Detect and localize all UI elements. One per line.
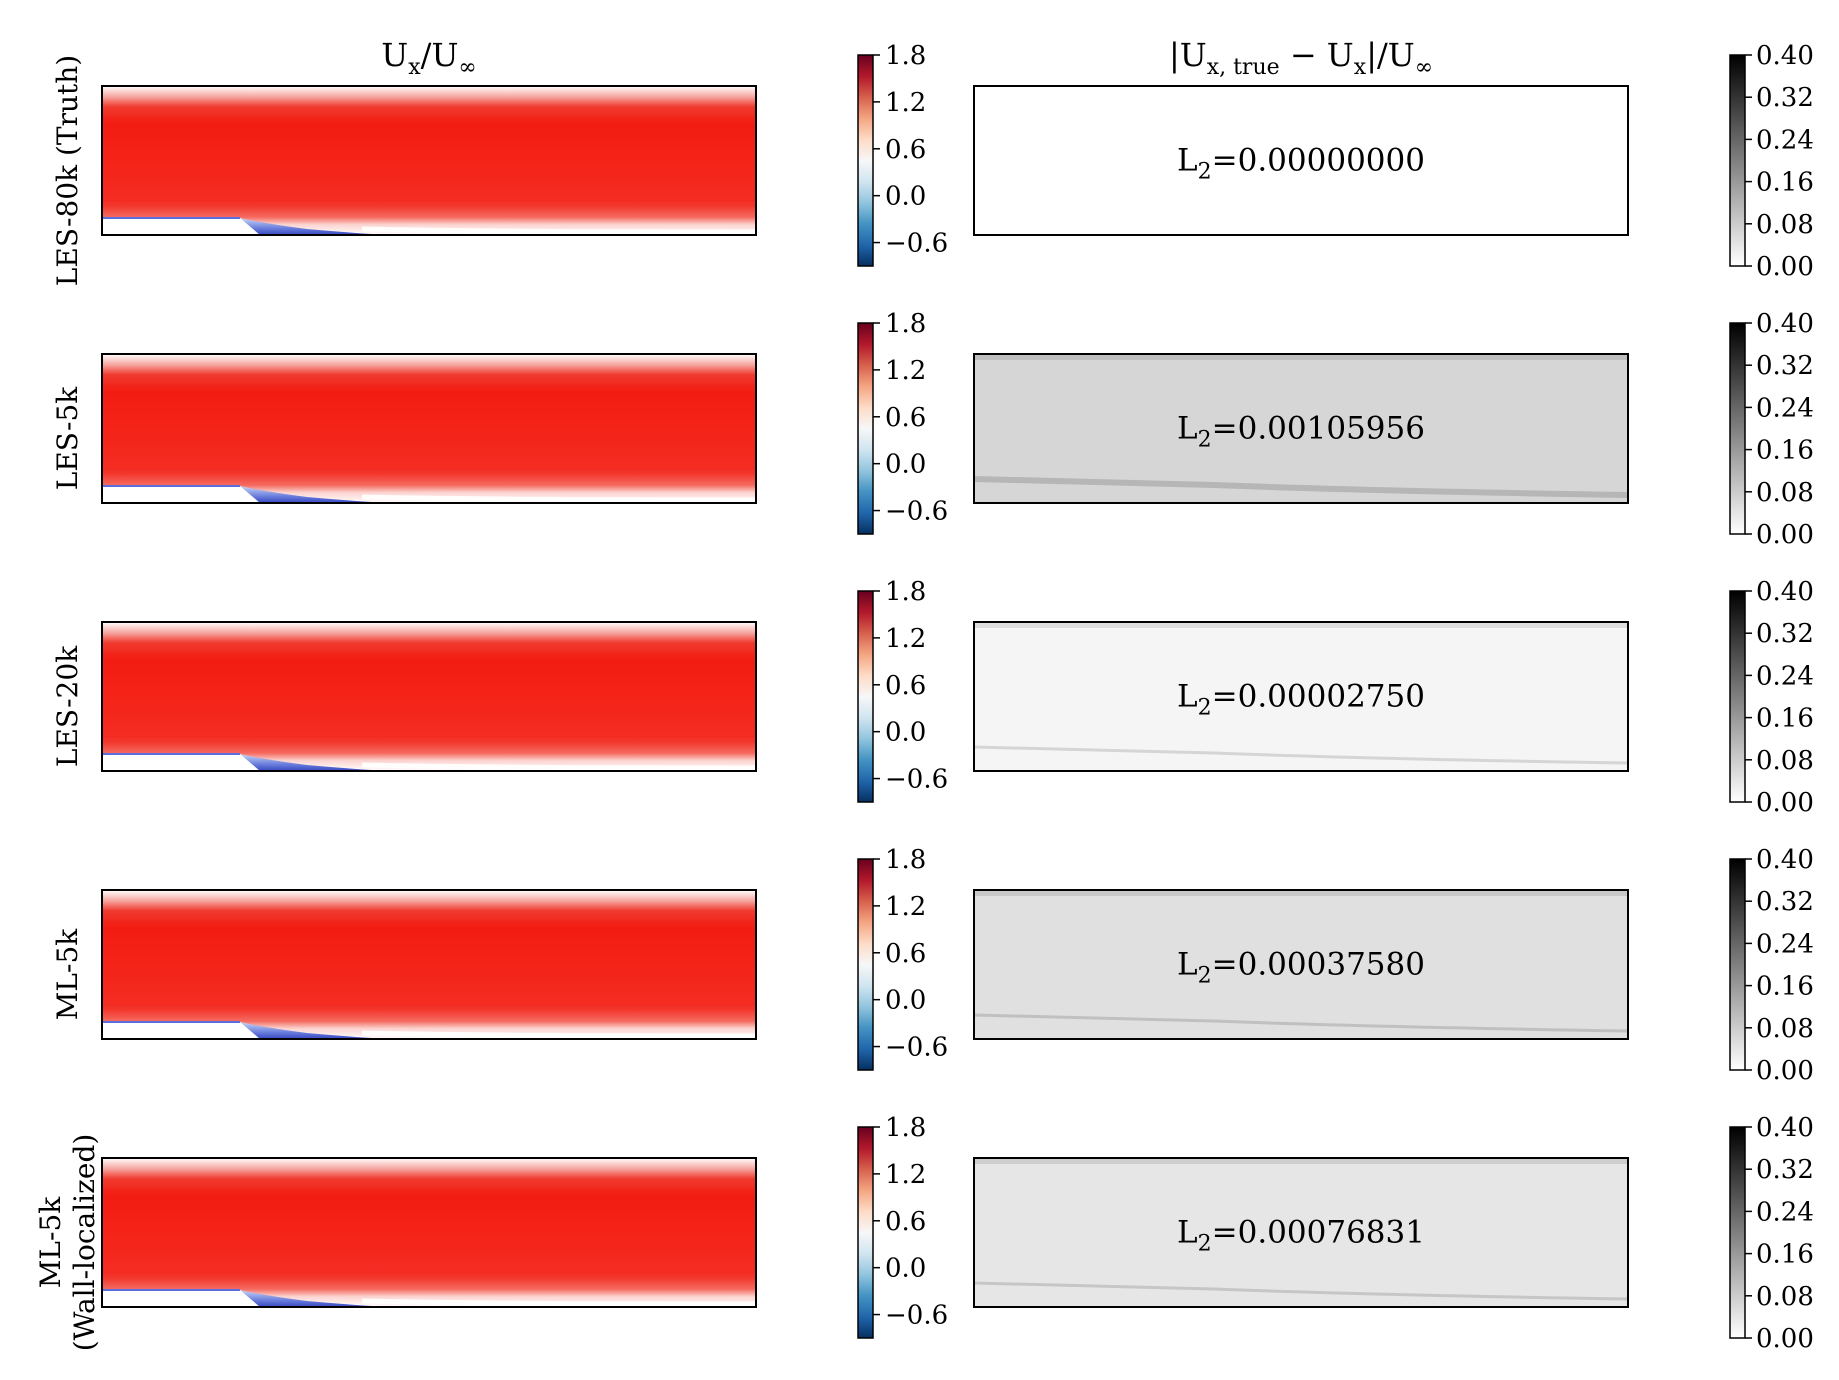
error-colorbar-tick: 0.32 (1756, 619, 1814, 649)
error-colorbar-tick: 0.24 (1756, 125, 1814, 155)
error-panel (973, 621, 1629, 772)
velocity-column-title: Ux/U∞ (381, 36, 476, 80)
row-label: LES-20k (51, 645, 84, 767)
error-colorbar (1729, 54, 1746, 267)
error-colorbar-tick: 0.24 (1756, 1197, 1814, 1227)
error-colorbar-tick: 0.32 (1756, 351, 1814, 381)
error-colorbar-tick: 0.40 (1756, 41, 1814, 71)
error-panel (973, 85, 1629, 236)
error-colorbar (1729, 858, 1746, 1071)
velocity-colorbar-tick: 0.0 (885, 986, 926, 1016)
error-colorbar-tick: 0.00 (1756, 1056, 1814, 1086)
velocity-colorbar-tick: 0.0 (885, 450, 926, 480)
l2-annotation: L2=0.00000000 (1177, 143, 1425, 185)
row-label: LES-5k (51, 386, 84, 491)
velocity-panel (101, 889, 757, 1040)
error-colorbar-tick: 0.16 (1756, 436, 1814, 466)
velocity-colorbar-tick: 0.0 (885, 718, 926, 748)
velocity-colorbar-tick: −0.6 (885, 497, 948, 527)
row-label: ML-5k (51, 928, 84, 1021)
velocity-colorbar-tick: −0.6 (885, 765, 948, 795)
velocity-colorbar-tick: 0.0 (885, 1254, 926, 1284)
error-colorbar-tick: 0.32 (1756, 83, 1814, 113)
error-colorbar-tick: 0.00 (1756, 520, 1814, 550)
error-colorbar-tick: 0.16 (1756, 168, 1814, 198)
error-panel (973, 889, 1629, 1040)
error-panel (973, 1157, 1629, 1308)
velocity-colorbar-tick: 0.6 (885, 1207, 926, 1237)
velocity-colorbar (857, 1126, 874, 1339)
error-colorbar-tick: 0.32 (1756, 1155, 1814, 1185)
velocity-colorbar-tick: 0.6 (885, 403, 926, 433)
error-colorbar-tick: 0.16 (1756, 1240, 1814, 1270)
velocity-colorbar-tick: 1.2 (885, 624, 926, 654)
error-panel (973, 353, 1629, 504)
velocity-colorbar-tick: −0.6 (885, 229, 948, 259)
error-colorbar-tick: 0.08 (1756, 1014, 1814, 1044)
l2-annotation: L2=0.00037580 (1177, 947, 1425, 989)
error-colorbar-tick: 0.40 (1756, 577, 1814, 607)
velocity-colorbar-tick: 1.2 (885, 892, 926, 922)
error-colorbar-tick: 0.00 (1756, 252, 1814, 282)
velocity-colorbar-tick: 1.8 (885, 577, 926, 607)
row-label: ML-5k(Wall-localized) (34, 1134, 101, 1352)
velocity-colorbar-tick: 1.8 (885, 1113, 926, 1143)
velocity-colorbar-tick: 0.6 (885, 135, 926, 165)
error-colorbar (1729, 322, 1746, 535)
error-colorbar-tick: 0.08 (1756, 478, 1814, 508)
l2-annotation: L2=0.00076831 (1177, 1215, 1425, 1257)
velocity-panel (101, 353, 757, 504)
velocity-colorbar-tick: 1.8 (885, 41, 926, 71)
row-label: LES-80k (Truth) (51, 55, 84, 286)
velocity-colorbar-tick: 1.8 (885, 845, 926, 875)
l2-annotation: L2=0.00105956 (1177, 411, 1425, 453)
velocity-panel (101, 1157, 757, 1308)
error-colorbar-tick: 0.08 (1756, 1282, 1814, 1312)
error-colorbar-tick: 0.08 (1756, 210, 1814, 240)
velocity-colorbar-tick: 0.6 (885, 939, 926, 969)
velocity-colorbar-tick: 1.2 (885, 1160, 926, 1190)
error-colorbar-tick: 0.00 (1756, 1324, 1814, 1354)
velocity-colorbar (857, 858, 874, 1071)
error-colorbar-tick: 0.08 (1756, 746, 1814, 776)
error-colorbar-tick: 0.16 (1756, 972, 1814, 1002)
error-colorbar-tick: 0.40 (1756, 1113, 1814, 1143)
error-colorbar-tick: 0.32 (1756, 887, 1814, 917)
error-colorbar (1729, 590, 1746, 803)
velocity-colorbar-tick: 1.2 (885, 88, 926, 118)
error-colorbar (1729, 1126, 1746, 1339)
l2-annotation: L2=0.00002750 (1177, 679, 1425, 721)
error-colorbar-tick: 0.40 (1756, 309, 1814, 339)
velocity-colorbar-tick: 1.8 (885, 309, 926, 339)
velocity-colorbar (857, 590, 874, 803)
error-colorbar-tick: 0.24 (1756, 661, 1814, 691)
velocity-colorbar-tick: 0.0 (885, 182, 926, 212)
error-colorbar-tick: 0.00 (1756, 788, 1814, 818)
error-colorbar-tick: 0.24 (1756, 393, 1814, 423)
error-column-title: |Ux, true − Ux|/U∞ (1169, 36, 1433, 80)
velocity-colorbar (857, 322, 874, 535)
velocity-colorbar-tick: 1.2 (885, 356, 926, 386)
velocity-panel (101, 85, 757, 236)
error-colorbar-tick: 0.40 (1756, 845, 1814, 875)
velocity-colorbar-tick: −0.6 (885, 1301, 948, 1331)
velocity-colorbar-tick: 0.6 (885, 671, 926, 701)
error-colorbar-tick: 0.16 (1756, 704, 1814, 734)
error-colorbar-tick: 0.24 (1756, 929, 1814, 959)
velocity-colorbar (857, 54, 874, 267)
velocity-colorbar-tick: −0.6 (885, 1033, 948, 1063)
velocity-panel (101, 621, 757, 772)
